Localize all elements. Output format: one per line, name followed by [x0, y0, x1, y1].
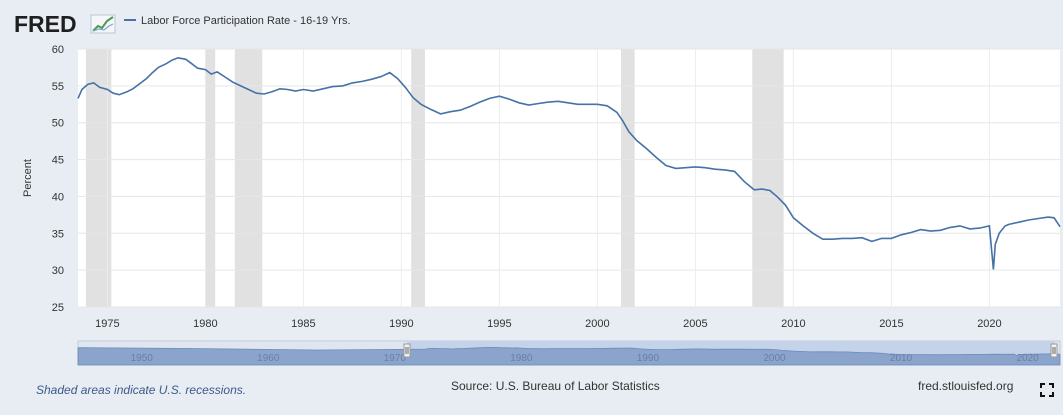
- plot-area: [78, 49, 1060, 307]
- x-tick-label: 1985: [291, 318, 315, 330]
- navigator-tick-label: 1970: [384, 353, 407, 364]
- y-tick-label: 55: [52, 81, 64, 93]
- x-tick-label: 2010: [781, 318, 805, 330]
- navigator-series-area: [77, 347, 1061, 366]
- recession-note: Shaded areas indicate U.S. recessions.: [36, 383, 247, 397]
- range-navigator[interactable]: 1950 1960 1970 1980 1990 2000 2010 2020: [77, 340, 1061, 366]
- navigator-tick-label: 1980: [510, 353, 533, 364]
- y-axis-label: Percent: [22, 159, 34, 197]
- navigator-left-handle[interactable]: [403, 343, 411, 358]
- x-tick-label: 1975: [95, 318, 119, 330]
- y-axis-ticks: 25 30 35 40 45 50 55 60: [52, 44, 64, 314]
- x-tick-label: 2005: [683, 318, 707, 330]
- navigator-tick-label: 1950: [131, 353, 154, 364]
- y-tick-label: 50: [52, 118, 64, 130]
- y-tick-label: 35: [52, 228, 64, 240]
- recession-shading: [85, 49, 784, 307]
- series-line[interactable]: [77, 56, 1061, 270]
- x-tick-label: 1995: [487, 318, 511, 330]
- navigator-right-handle[interactable]: [1050, 343, 1058, 358]
- fred-logo-graph-icon: [90, 14, 116, 34]
- legend-series-label: Labor Force Participation Rate - 16-19 Y…: [141, 15, 351, 27]
- source-text: Source: U.S. Bureau of Labor Statistics: [451, 379, 660, 393]
- x-tick-label: 2000: [585, 318, 609, 330]
- fullscreen-expand-icon[interactable]: [1040, 383, 1054, 397]
- recession-band-2: [234, 49, 263, 307]
- navigator-tick-label: 2010: [890, 353, 913, 364]
- x-tick-label: 2015: [879, 318, 903, 330]
- x-tick-label: 1980: [193, 318, 217, 330]
- recession-band-1: [205, 49, 216, 307]
- y-tick-label: 60: [52, 44, 64, 56]
- navigator-tick-label: 2020: [1016, 353, 1039, 364]
- y-tick-label: 40: [52, 191, 64, 203]
- navigator-tick-label: 1990: [637, 353, 660, 364]
- x-tick-label: 1990: [389, 318, 413, 330]
- x-tick-label: 2020: [977, 318, 1001, 330]
- recession-band-4: [620, 49, 635, 307]
- navigator-tick-label: 1960: [257, 353, 280, 364]
- y-tick-label: 45: [52, 155, 64, 167]
- y-tick-label: 30: [52, 265, 64, 277]
- y-tick-label: 25: [52, 302, 64, 314]
- recession-band-5: [752, 49, 784, 307]
- navigator-tick-labels: 1950 1960 1970 1980 1990 2000 2010 2020: [131, 353, 1040, 364]
- recession-band-3: [411, 49, 425, 307]
- x-axis-ticks: 1975 1980 1985 1990 1995 2000 2005 2010 2015 2020: [95, 318, 1002, 330]
- navigator-tick-label: 2000: [763, 353, 786, 364]
- fred-logo[interactable]: FRED: [14, 11, 77, 37]
- site-link[interactable]: fred.stlouisfed.org: [918, 379, 1014, 393]
